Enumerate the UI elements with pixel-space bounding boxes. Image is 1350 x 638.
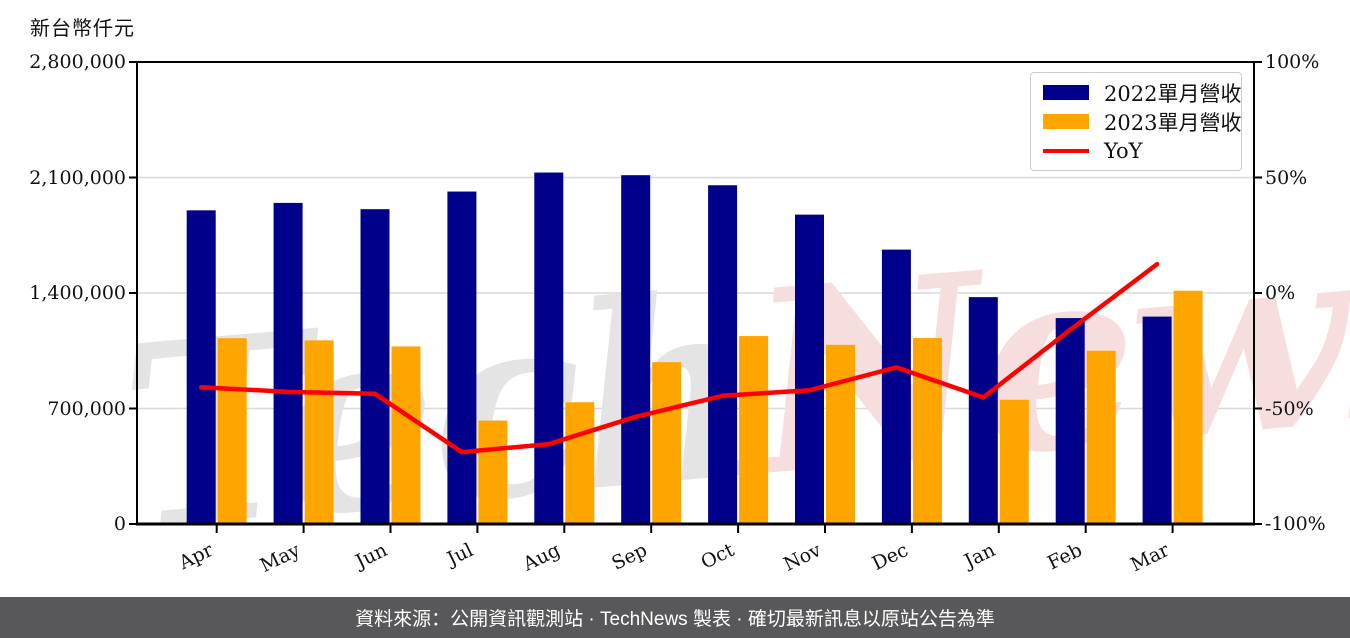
legend-label-yoy: YoY — [1104, 138, 1143, 163]
bar-2023-jun — [391, 346, 421, 524]
legend-swatch-2023 — [1043, 114, 1089, 129]
y-axis-right-label: 0% — [1265, 282, 1296, 304]
legend-label-2023: 2023單月營收 — [1104, 110, 1242, 135]
bar-2023-apr — [217, 338, 247, 524]
y-axis-left-label: 2,800,000 — [29, 51, 126, 73]
bar-2022-mar — [1142, 316, 1172, 524]
x-axis-label-oct: Oct — [697, 539, 738, 574]
bar-2023-feb — [1086, 350, 1116, 524]
bar-2023-sep — [652, 362, 682, 524]
bar-2022-feb — [1055, 318, 1085, 524]
x-axis-label-nov: Nov — [780, 539, 825, 576]
legend-item-2022: 2022單月營收 — [1043, 78, 1241, 107]
bar-2023-jan — [999, 399, 1029, 524]
bar-2022-jan — [968, 297, 998, 524]
y-axis-right-label: -50% — [1265, 397, 1314, 420]
yoy-line — [198, 261, 1160, 455]
bar-2023-mar — [1173, 290, 1203, 524]
bar-2023-aug — [565, 402, 595, 524]
y-axis-right-label: 100% — [1265, 51, 1320, 73]
legend-label-2022: 2022單月營收 — [1104, 81, 1242, 106]
bar-2023-jul — [478, 420, 508, 524]
bar-2023-dec — [912, 338, 942, 524]
bar-2023-nov — [826, 344, 855, 524]
legend-item-2023: 2023單月營收 — [1043, 107, 1241, 136]
bar-2022-oct — [708, 185, 738, 524]
x-axis-label-feb: Feb — [1043, 539, 1086, 575]
legend-item-yoy: YoY — [1043, 136, 1229, 165]
bar-2022-sep — [621, 175, 651, 524]
bar-2022-aug — [534, 172, 564, 525]
legend: 2022單月營收 2023單月營收 YoY — [1030, 72, 1242, 171]
y-axis-right-label: 50% — [1265, 166, 1308, 189]
bar-2022-may — [273, 202, 303, 524]
bar-2023-oct — [739, 336, 769, 524]
bar-2022-jul — [447, 191, 477, 524]
y-axis-left-label: 700,000 — [47, 397, 126, 420]
legend-swatch-2022 — [1043, 85, 1089, 100]
y-axis-left-label: 2,100,000 — [29, 166, 126, 189]
x-axis-label-mar: Mar — [1126, 539, 1173, 577]
bar-2022-apr — [186, 210, 216, 524]
chart-plot-area: TechNews — [112, 61, 1350, 588]
y-axis-left-label: 0 — [113, 513, 126, 535]
y-axis-right-label: -100% — [1265, 513, 1326, 535]
bar-2023-may — [304, 340, 334, 524]
x-axis-label-jan: Jan — [960, 539, 999, 573]
y-axis-left-label: 1,400,000 — [29, 282, 126, 304]
bar-2022-nov — [795, 214, 824, 524]
bar-2022-dec — [881, 249, 911, 525]
bar-2022-jun — [360, 209, 390, 524]
source-footer: 資料來源：公開資訊觀測站 · TechNews 製表 · 確切最新訊息以原站公告… — [0, 597, 1350, 638]
source-footer-text: 資料來源：公開資訊觀測站 · TechNews 製表 · 確切最新訊息以原站公告… — [355, 609, 995, 630]
x-axis-label-dec: Dec — [868, 539, 912, 576]
axis-unit-title: 新台幣仟元 — [30, 16, 135, 40]
legend-swatch-yoy-line — [1043, 148, 1089, 153]
